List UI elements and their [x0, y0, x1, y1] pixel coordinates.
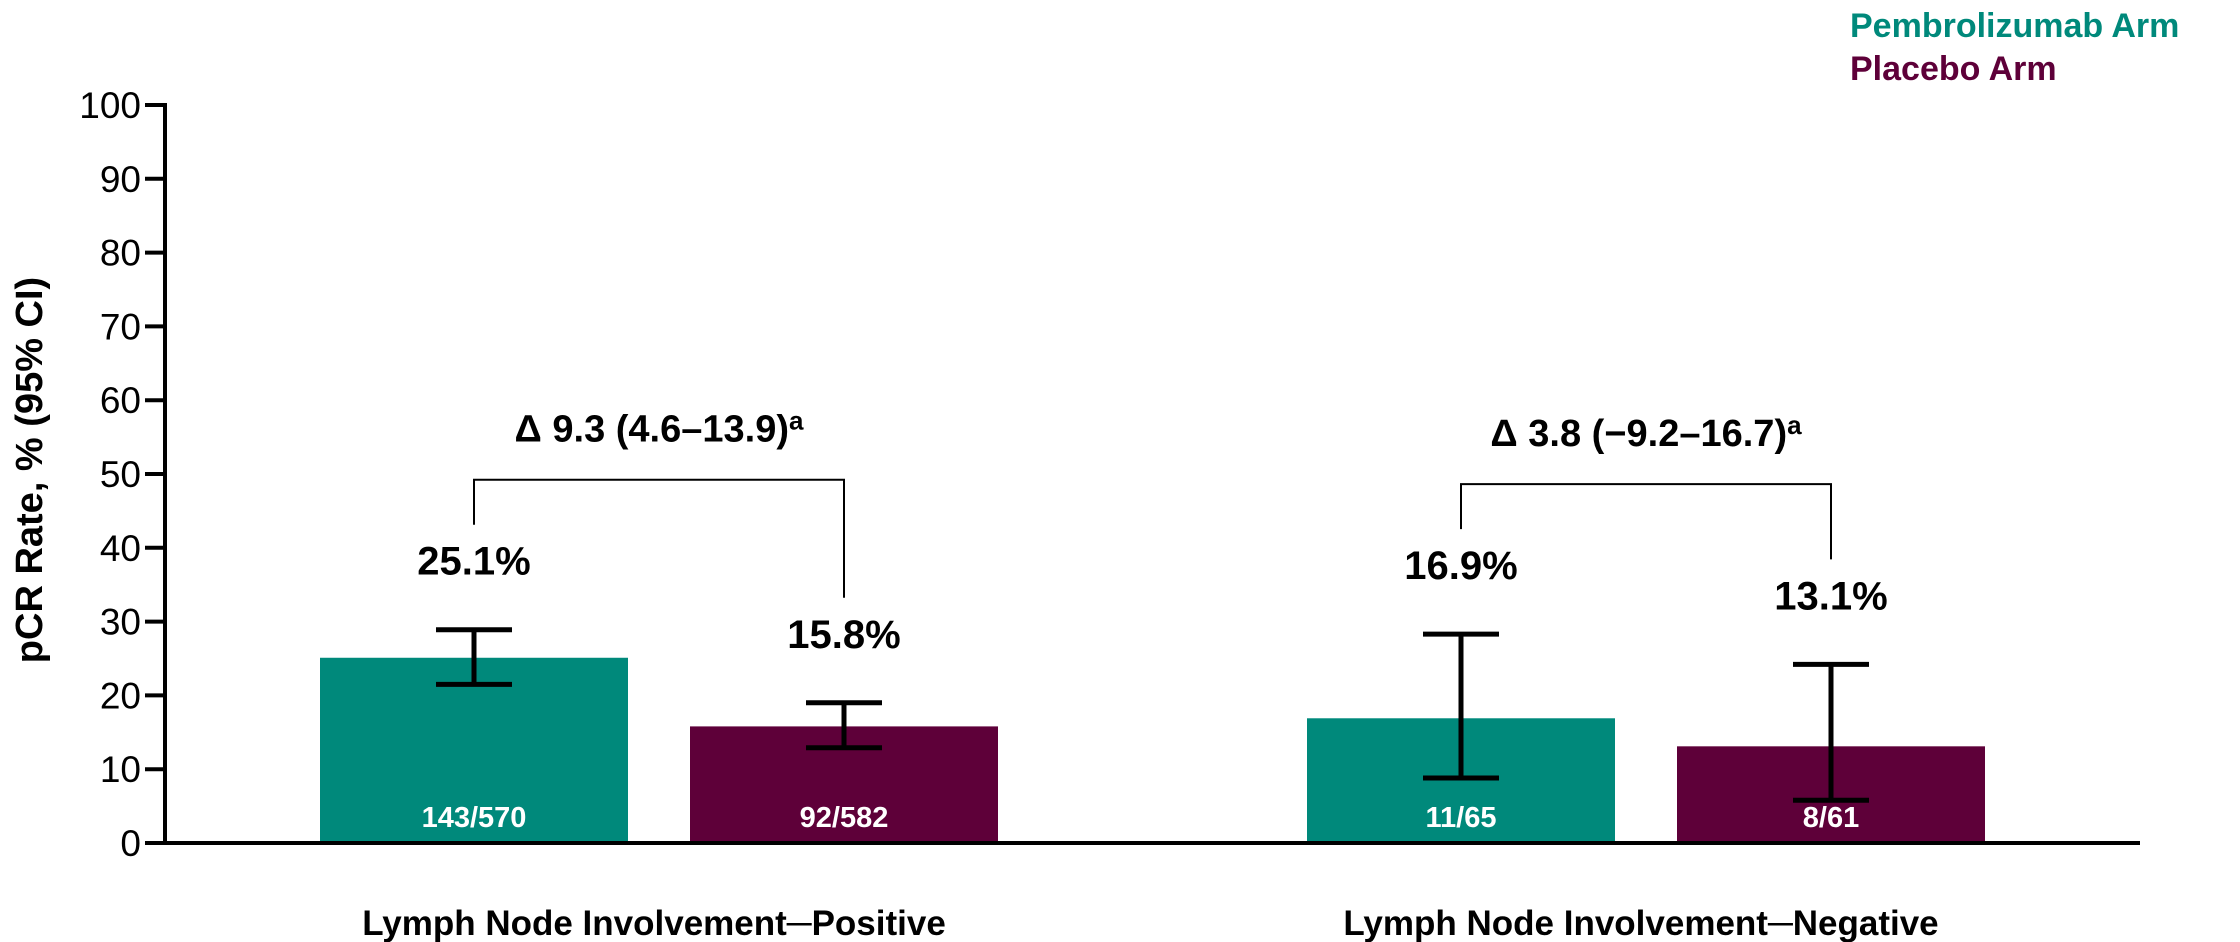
- bar-value-label: 15.8%: [787, 613, 900, 657]
- y-tick-label: 0: [120, 823, 141, 864]
- y-tick-label: 90: [100, 159, 141, 200]
- delta-label: Δ 3.8 (−9.2–16.7)a: [1490, 410, 1802, 455]
- bar-value-label: 13.1%: [1774, 574, 1887, 618]
- bar-pembrolizumab-positive: [320, 657, 628, 841]
- delta-annotations: Δ 9.3 (4.6–13.9)a Δ 3.8 (−9.2–16.7)a: [473, 406, 1832, 598]
- category-label: Lymph Node Involvement─Negative: [1343, 904, 1938, 942]
- y-axis: 0 10 20 30 40 50 60 70 80 90 100: [79, 85, 167, 864]
- category-label: Lymph Node Involvement─Positive: [362, 904, 946, 942]
- delta-bracket: [473, 478, 845, 598]
- legend-label-pembrolizumab: Pembrolizumab Arm: [1850, 7, 2179, 45]
- bar-count-label: 143/570: [422, 802, 527, 834]
- bars: 25.1% 143/570 15.8% 92/582 16.9% 11/65 13.1% 8/…: [320, 540, 1985, 841]
- category-labels: Lymph Node Involvement─Positive Lymph Nod…: [362, 904, 1938, 942]
- bar-value-label: 25.1%: [417, 540, 530, 584]
- delta-label-text: Δ 3.8 (−9.2–16.7): [1490, 413, 1787, 455]
- legend-label-placebo: Placebo Arm: [1850, 50, 2057, 88]
- y-tick-label: 30: [100, 602, 141, 643]
- y-tick-label: 20: [100, 675, 141, 716]
- y-tick-label: 80: [100, 233, 141, 274]
- y-axis-title: pCR Rate, % (95% CI): [9, 277, 51, 663]
- delta-label-superscript: a: [789, 406, 804, 436]
- bar-count-label: 8/61: [1803, 802, 1859, 834]
- legend: Pembrolizumab Arm Placebo Arm: [1850, 7, 2179, 88]
- bar-value-label: 16.9%: [1404, 544, 1517, 588]
- y-tick-label: 100: [79, 85, 141, 126]
- y-tick-label: 70: [100, 306, 141, 347]
- delta-label-text: Δ 9.3 (4.6–13.9): [515, 409, 789, 451]
- delta-bracket: [1460, 483, 1832, 560]
- y-tick-label: 60: [100, 380, 141, 421]
- y-tick-label: 40: [100, 528, 141, 569]
- delta-label-superscript: a: [1787, 410, 1802, 440]
- y-tick-label: 50: [100, 454, 141, 495]
- y-tick-label: 10: [100, 749, 141, 790]
- bar-count-label: 92/582: [800, 802, 889, 834]
- bar-count-label: 11/65: [1426, 802, 1497, 834]
- delta-label: Δ 9.3 (4.6–13.9)a: [515, 406, 804, 451]
